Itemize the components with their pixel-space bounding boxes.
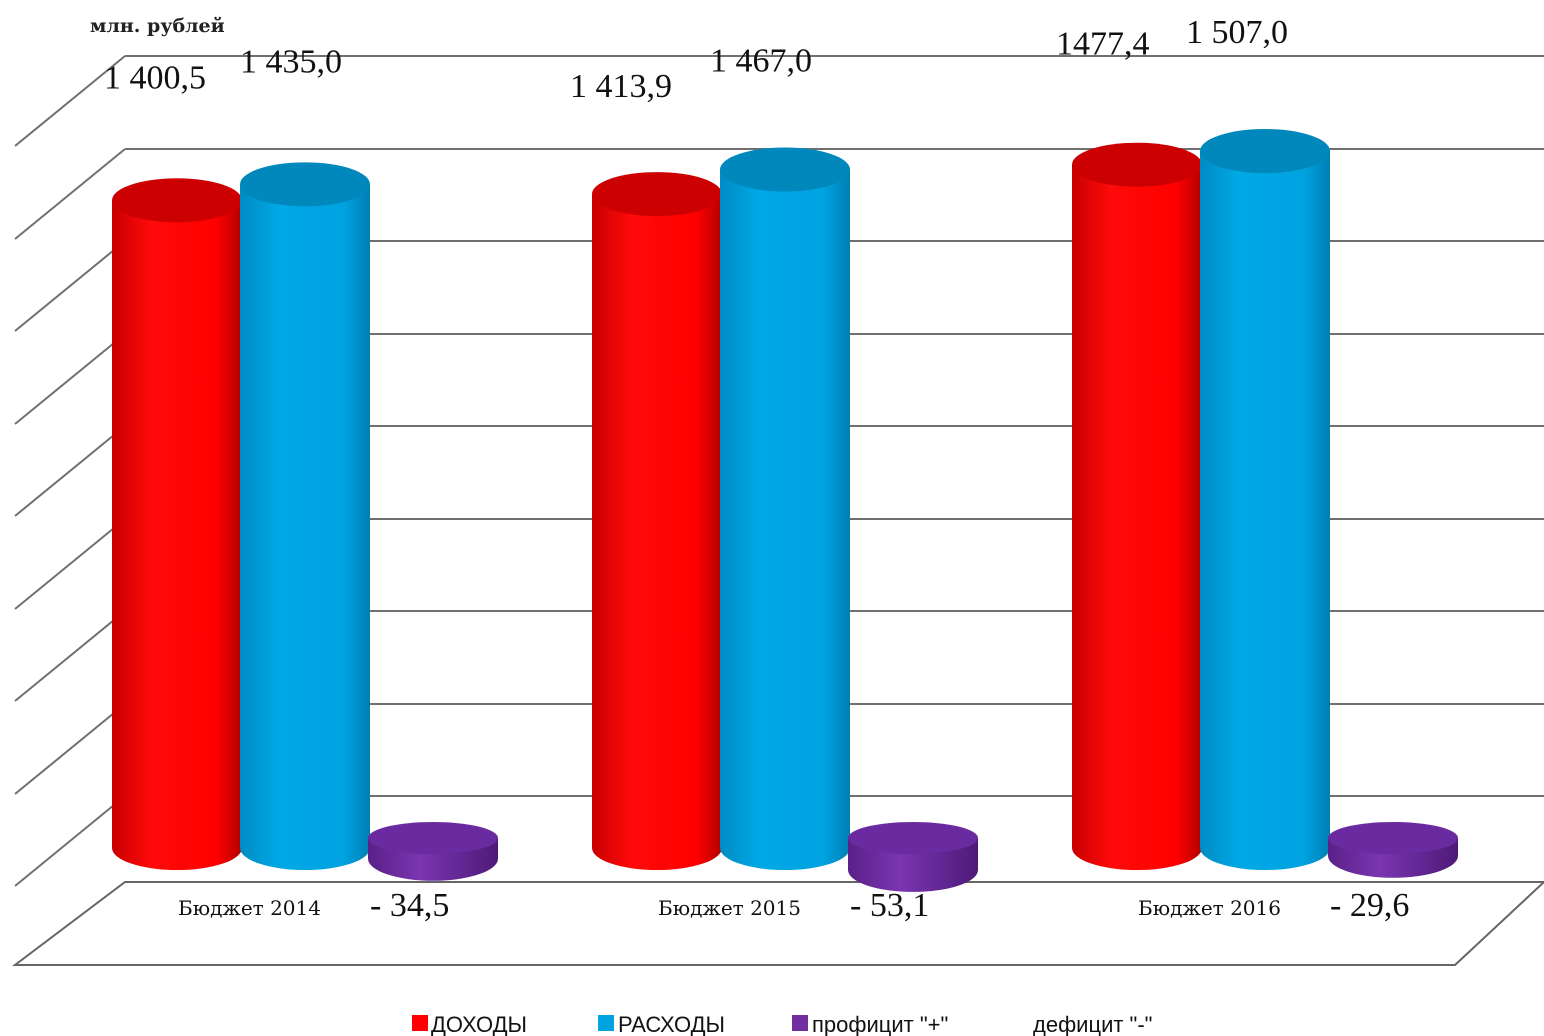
bar-body xyxy=(720,169,850,870)
bar-expense-1 xyxy=(240,162,370,870)
bar-top xyxy=(1200,129,1330,174)
bar-body xyxy=(112,200,242,870)
bar-top xyxy=(848,822,978,854)
gridline-side xyxy=(14,795,126,887)
gridline-side xyxy=(14,333,126,425)
y-axis-unit-label: млн. рублей xyxy=(90,15,225,37)
gridline-side xyxy=(14,610,126,702)
bar-top xyxy=(368,822,498,854)
gridline-side xyxy=(14,518,126,610)
bar-top xyxy=(240,162,370,207)
value-label-income-3: 1477,4 xyxy=(1056,26,1150,63)
labels-layer: 1 400,5 1 435,0 - 34,5 Бюджет 2014 1 413,9 1 … xyxy=(104,14,1409,924)
bar-balance-1 xyxy=(368,822,498,881)
category-label-2: Бюджет 2015 xyxy=(658,896,801,920)
bar-income-3 xyxy=(1072,142,1202,870)
gridline-side xyxy=(14,703,126,795)
chart-floor xyxy=(12,881,1544,966)
legend: ДОХОДЫ РАСХОДЫ профицит "+" дефицит "-" xyxy=(412,1012,1153,1036)
value-label-balance-1: - 34,5 xyxy=(370,887,449,924)
value-label-expense-2: 1 467,0 xyxy=(710,43,812,80)
legend-label-expense: РАСХОДЫ xyxy=(618,1012,725,1036)
value-label-balance-3: - 29,6 xyxy=(1330,887,1409,924)
value-label-expense-1: 1 435,0 xyxy=(240,43,342,80)
bar-top xyxy=(112,178,242,223)
legend-label-income: ДОХОДЫ xyxy=(431,1012,527,1036)
bar-balance-2 xyxy=(848,822,978,892)
bar-body xyxy=(1072,164,1202,870)
bar-expense-2 xyxy=(720,147,850,870)
gridline-side xyxy=(14,240,126,332)
bar-top xyxy=(592,172,722,217)
bar-body xyxy=(240,184,370,870)
value-label-income-2: 1 413,9 xyxy=(570,68,672,105)
bar-balance-3 xyxy=(1328,822,1458,878)
bar-top xyxy=(720,147,850,192)
legend-label-deficit: дефицит "-" xyxy=(1033,1012,1153,1036)
legend-swatch-income xyxy=(412,1015,428,1031)
gridline-side xyxy=(14,55,126,147)
bars-layer xyxy=(112,129,1458,892)
category-label-3: Бюджет 2016 xyxy=(1138,896,1281,920)
value-label-income-1: 1 400,5 xyxy=(104,59,206,96)
gridline-side xyxy=(14,148,126,240)
gridline-side xyxy=(14,425,126,517)
bar-top xyxy=(1072,142,1202,187)
legend-swatch-expense xyxy=(598,1015,614,1031)
value-label-balance-2: - 53,1 xyxy=(850,887,929,924)
bar-body xyxy=(1200,151,1330,870)
bar-expense-3 xyxy=(1200,129,1330,870)
bar-income-1 xyxy=(112,178,242,870)
bar-income-2 xyxy=(592,172,722,871)
bar-top xyxy=(1328,822,1458,854)
value-label-expense-3: 1 507,0 xyxy=(1186,14,1288,51)
legend-swatch-balance xyxy=(792,1015,808,1031)
legend-label-surplus: профицит "+" xyxy=(812,1012,948,1036)
bar-body xyxy=(592,194,722,871)
category-label-1: Бюджет 2014 xyxy=(178,896,321,920)
